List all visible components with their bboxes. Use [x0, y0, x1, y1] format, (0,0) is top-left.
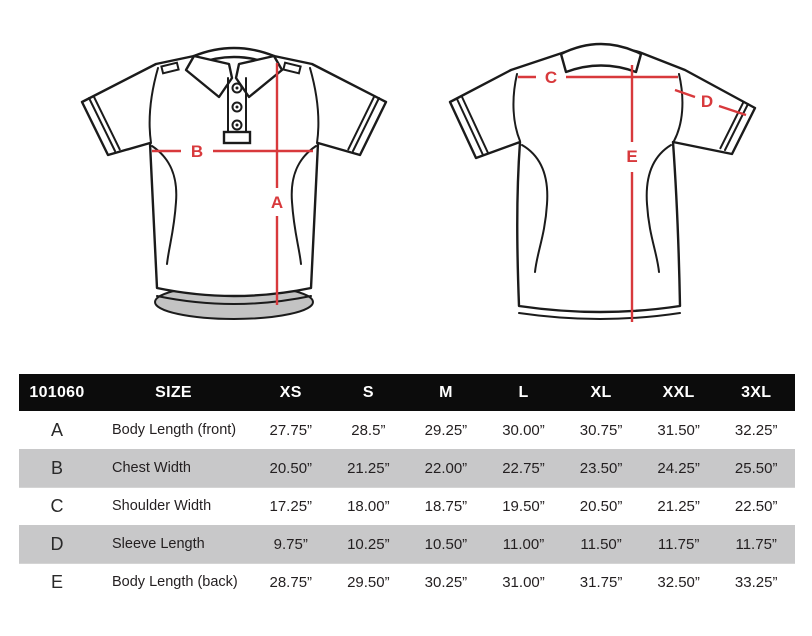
measurement-value: 25.50”	[734, 459, 778, 477]
measurement-value: 20.50”	[269, 459, 313, 477]
buttons	[231, 82, 243, 131]
measurement-value: 31.50”	[657, 421, 700, 439]
back-right-armhole-seam	[673, 73, 684, 142]
back-hem-line	[518, 312, 681, 320]
measurement-value: 22.50”	[734, 497, 778, 515]
measurement-value: 10.50”	[424, 535, 468, 553]
measurement-value: 28.5”	[351, 421, 386, 439]
placket-tab	[222, 130, 252, 145]
measurement-value: 22.75”	[502, 459, 545, 477]
measurement-label: Shoulder Width	[112, 498, 212, 514]
measurement-letter: C	[50, 495, 64, 516]
size-table-header: 101060 SIZE XS S M L XL XXL 3XL	[19, 374, 795, 411]
collar-left-wing	[184, 54, 234, 99]
measure-label-A: A	[271, 193, 283, 212]
measurement-value: 30.00”	[502, 421, 545, 439]
measure-label-D: D	[701, 92, 713, 111]
table-row: B Chest Width 20.50” 21.25” 22.00” 22.75” 23.5…	[19, 449, 795, 487]
measurement-letter: B	[50, 457, 63, 478]
measurement-value: 19.50”	[502, 497, 545, 515]
measurement-value: 11.00”	[502, 535, 545, 553]
measurement-value: 11.75”	[657, 535, 700, 553]
product-code: 101060	[29, 383, 85, 401]
measurement-label: Body Length (back)	[112, 574, 238, 590]
size-header-s: S	[362, 383, 374, 401]
back-left-armhole-seam	[512, 73, 521, 142]
left-cuff-band	[88, 95, 121, 152]
polo-front-diagram: A B	[80, 46, 388, 320]
measurement-value: 29.25”	[424, 421, 468, 439]
table-row: D Sleeve Length 9.75” 10.25” 10.50” 11.00” 11.…	[19, 525, 795, 563]
measurement-value: 11.75”	[735, 535, 777, 553]
hem-line	[156, 295, 312, 305]
measurement-value: 21.25”	[657, 497, 700, 515]
placket	[227, 77, 247, 133]
size-table-body: A Body Length (front) 27.75” 28.5” 29.25” 30.…	[19, 411, 795, 601]
right-side-seam	[290, 145, 317, 265]
measurement-value: 10.25”	[347, 535, 390, 553]
measurement-value: 32.50”	[657, 573, 700, 591]
measure-label-B: B	[191, 142, 203, 161]
measurement-value: 31.00”	[502, 573, 545, 591]
measurement-value: 23.50”	[579, 459, 623, 477]
measurement-label: Chest Width	[112, 460, 191, 476]
measurement-value: 30.75”	[579, 421, 623, 439]
left-armhole-seam	[148, 67, 159, 144]
polo-back-diagram: C D E	[448, 42, 757, 322]
measurement-label: Sleeve Length	[112, 536, 205, 552]
measure-line-D	[674, 88, 747, 117]
measurement-value: 31.75”	[579, 573, 623, 591]
table-row: E Body Length (back) 28.75” 29.50” 30.25” 31.…	[19, 563, 795, 601]
measurement-value: 9.75”	[273, 535, 308, 553]
back-right-cuff-band	[719, 101, 749, 151]
measurement-value: 20.50”	[579, 497, 623, 515]
size-header-xxl: XXL	[662, 383, 695, 401]
measurement-value: 33.25”	[734, 573, 778, 591]
back-left-cuff-band	[456, 95, 489, 156]
measurement-value: 18.75”	[424, 497, 468, 515]
shirt-back-outline	[448, 45, 757, 314]
table-row: A Body Length (front) 27.75” 28.5” 29.25” 30.…	[19, 411, 795, 449]
measurement-value: 11.50”	[580, 535, 622, 553]
size-header-m: M	[439, 383, 453, 401]
measure-label-C: C	[545, 68, 557, 87]
left-side-seam	[151, 145, 178, 265]
measurement-label: Body Length (front)	[112, 422, 237, 438]
measurement-value: 30.25”	[424, 573, 468, 591]
back-left-side-seam	[521, 144, 549, 273]
measurement-value: 18.00”	[347, 497, 390, 515]
measure-label-E: E	[626, 147, 637, 166]
table-row: C Shoulder Width 17.25” 18.00” 18.75” 19.50” 2…	[19, 487, 795, 525]
size-header-xs: XS	[279, 383, 302, 401]
measurement-value: 29.50”	[347, 573, 390, 591]
measurement-value: 27.75”	[269, 421, 313, 439]
measurement-value: 21.25”	[347, 459, 390, 477]
back-collar	[559, 42, 643, 74]
measurement-value: 17.25”	[269, 497, 313, 515]
size-header-xl: XL	[590, 383, 612, 401]
collar-right-wing	[234, 54, 284, 99]
back-right-side-seam	[645, 144, 672, 273]
size-header-3xl: 3XL	[741, 383, 772, 401]
measurement-letter: E	[50, 571, 63, 592]
measurement-letter: A	[50, 419, 63, 440]
measurement-letter: D	[50, 533, 64, 554]
size-header-l: L	[518, 383, 529, 401]
measurement-value: 24.25”	[657, 459, 700, 477]
right-shoulder-mark	[282, 61, 302, 75]
right-cuff-band	[347, 95, 380, 152]
size-table: 101060 SIZE XS S M L XL XXL 3XL A Body Le…	[19, 374, 795, 601]
size-column-header: SIZE	[155, 383, 192, 401]
measurement-value: 22.00”	[424, 459, 468, 477]
left-shoulder-mark	[160, 61, 180, 75]
measurement-value: 28.75”	[269, 573, 313, 591]
measurement-value: 32.25”	[734, 421, 778, 439]
right-armhole-seam	[309, 67, 320, 144]
